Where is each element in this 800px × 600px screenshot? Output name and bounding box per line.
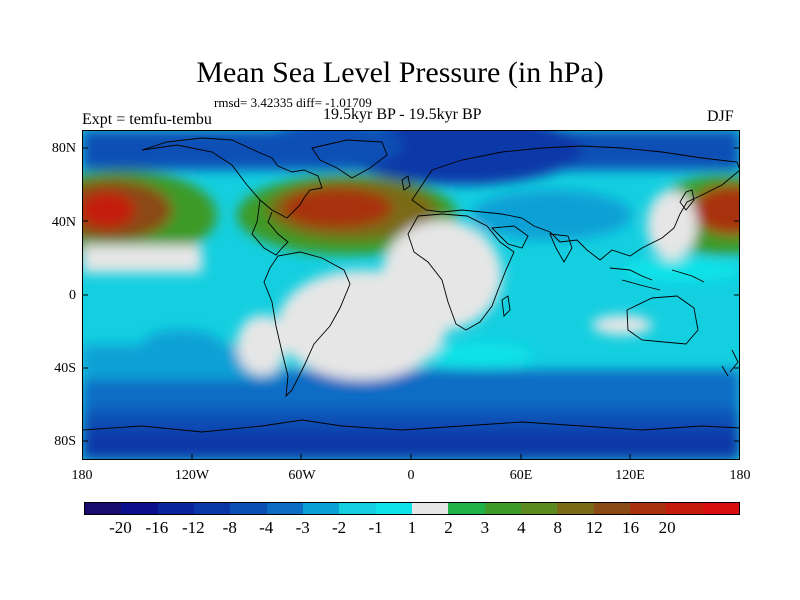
africa-neutral	[382, 220, 502, 330]
colorbar	[84, 502, 740, 515]
colorbar-label: -4	[259, 518, 274, 537]
siberia-low	[342, 130, 582, 185]
colorbar-label: -3	[295, 518, 310, 537]
colorbar-segment	[85, 503, 122, 514]
central-america-coast	[251, 199, 289, 256]
colorbar-segment	[557, 503, 594, 514]
colorbar-label: 2	[444, 518, 453, 537]
south-indian-pocket	[432, 343, 532, 367]
colorbar-segment	[666, 503, 703, 514]
period-label: 19.5kyr BP - 19.5kyr BP	[323, 106, 482, 123]
india-coast	[549, 233, 573, 263]
colorbar-label: 4	[517, 518, 526, 537]
experiment-label: Expt = temfu-tembu	[82, 111, 212, 128]
colorbar-label: 3	[480, 518, 490, 537]
new-zealand-coast	[721, 349, 739, 377]
colorbar-segment	[593, 503, 630, 514]
north-america-coast	[141, 137, 323, 219]
x-tick-60w: 60W	[288, 468, 316, 483]
greenland-coast	[311, 139, 388, 179]
colorbar-segment	[157, 503, 194, 514]
x-tick-0: 0	[407, 468, 415, 483]
colorbar-segment	[484, 503, 521, 514]
y-tick-40s: 40S	[54, 361, 76, 376]
central-asia-low	[472, 190, 632, 240]
colorbar-segment	[121, 503, 158, 514]
colorbar-label: -8	[222, 518, 237, 537]
x-tick-180e: 180	[729, 468, 751, 483]
colorbar-label: -20	[109, 518, 132, 537]
colorbar-segment	[448, 503, 485, 514]
north-atlantic-high-core	[282, 188, 392, 228]
north-pacific-high-core	[82, 192, 135, 228]
colorbar-segment	[193, 503, 231, 514]
x-tick-180w: 180	[71, 468, 93, 483]
colorbar-segment	[302, 503, 340, 514]
north-pacific-neutral	[82, 245, 202, 273]
southeast-asia-islands	[609, 267, 705, 291]
colorbar-label: 1	[407, 518, 417, 537]
greenland-low	[262, 130, 402, 170]
season-label: DJF	[707, 108, 734, 125]
colorbar-label: -2	[332, 518, 347, 537]
uk-coast	[401, 175, 411, 191]
coastlines	[82, 137, 740, 433]
antarctica-coast	[82, 419, 740, 433]
indian-ocean-neutral	[592, 315, 652, 335]
y-tick-40n: 40N	[51, 215, 76, 230]
arabia-coast	[491, 225, 529, 249]
colorbar-label: 20	[658, 518, 676, 537]
y-tick-0: 0	[69, 288, 76, 303]
y-tick-80s: 80S	[54, 434, 76, 449]
map-frame	[82, 130, 740, 460]
x-tick-120w: 120W	[174, 468, 210, 483]
africa-coast	[407, 213, 515, 331]
south-america-neutral	[237, 315, 287, 375]
stats-label: rmsd= 3.42335 diff= -1.01709	[214, 95, 372, 110]
colorbar-segment	[266, 503, 303, 514]
colorbar-segment	[520, 503, 558, 514]
colorbar-segment	[230, 503, 267, 514]
colorbar-segment	[411, 503, 449, 514]
south-pacific-pocket	[142, 330, 222, 360]
south-america-coast	[263, 251, 351, 398]
colorbar-segment	[629, 503, 667, 514]
colorbar-label: 12	[585, 518, 603, 537]
colorbar-segment	[375, 503, 412, 514]
west-pacific-band	[622, 258, 740, 282]
colorbar-label: 8	[553, 518, 563, 537]
australia-coast	[626, 295, 699, 345]
pressure-map	[82, 130, 740, 460]
madagascar-coast	[501, 295, 511, 317]
colorbar-segment	[339, 503, 376, 514]
x-tick-60e: 60E	[509, 468, 533, 483]
colorbar-label: -16	[145, 518, 169, 537]
eurasia-coast	[411, 145, 740, 261]
x-tick-120e: 120E	[615, 468, 645, 483]
japan-coast	[679, 189, 695, 211]
colorbar-label: -1	[368, 518, 383, 537]
colorbar-label: -12	[181, 518, 205, 537]
north-pacific-high-east-core	[692, 185, 740, 235]
map-title: Mean Sea Level Pressure (in hPa)	[196, 56, 604, 89]
colorbar-segment	[702, 503, 739, 514]
colorbar-label: 16	[622, 518, 640, 537]
y-tick-80n: 80N	[51, 141, 76, 156]
